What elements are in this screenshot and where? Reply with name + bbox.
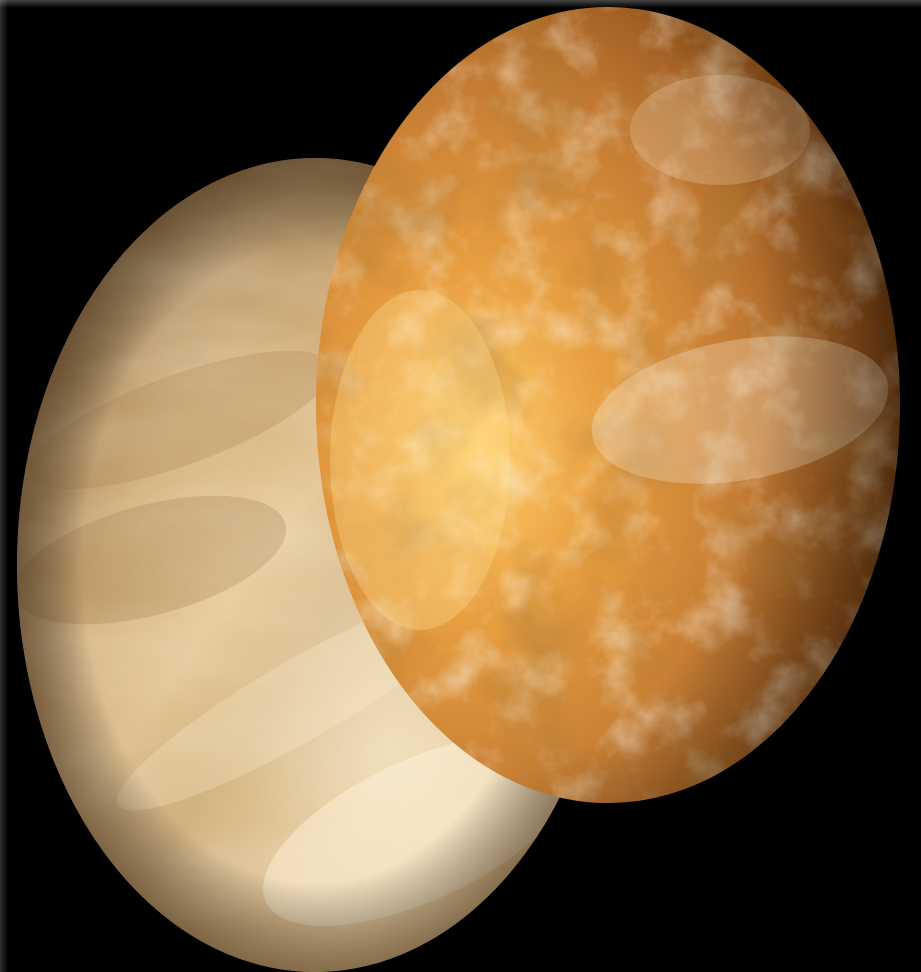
photo-frame-left-edge [0,0,8,972]
surface-venus [316,7,900,803]
photo-frame-top-edge [0,0,921,8]
